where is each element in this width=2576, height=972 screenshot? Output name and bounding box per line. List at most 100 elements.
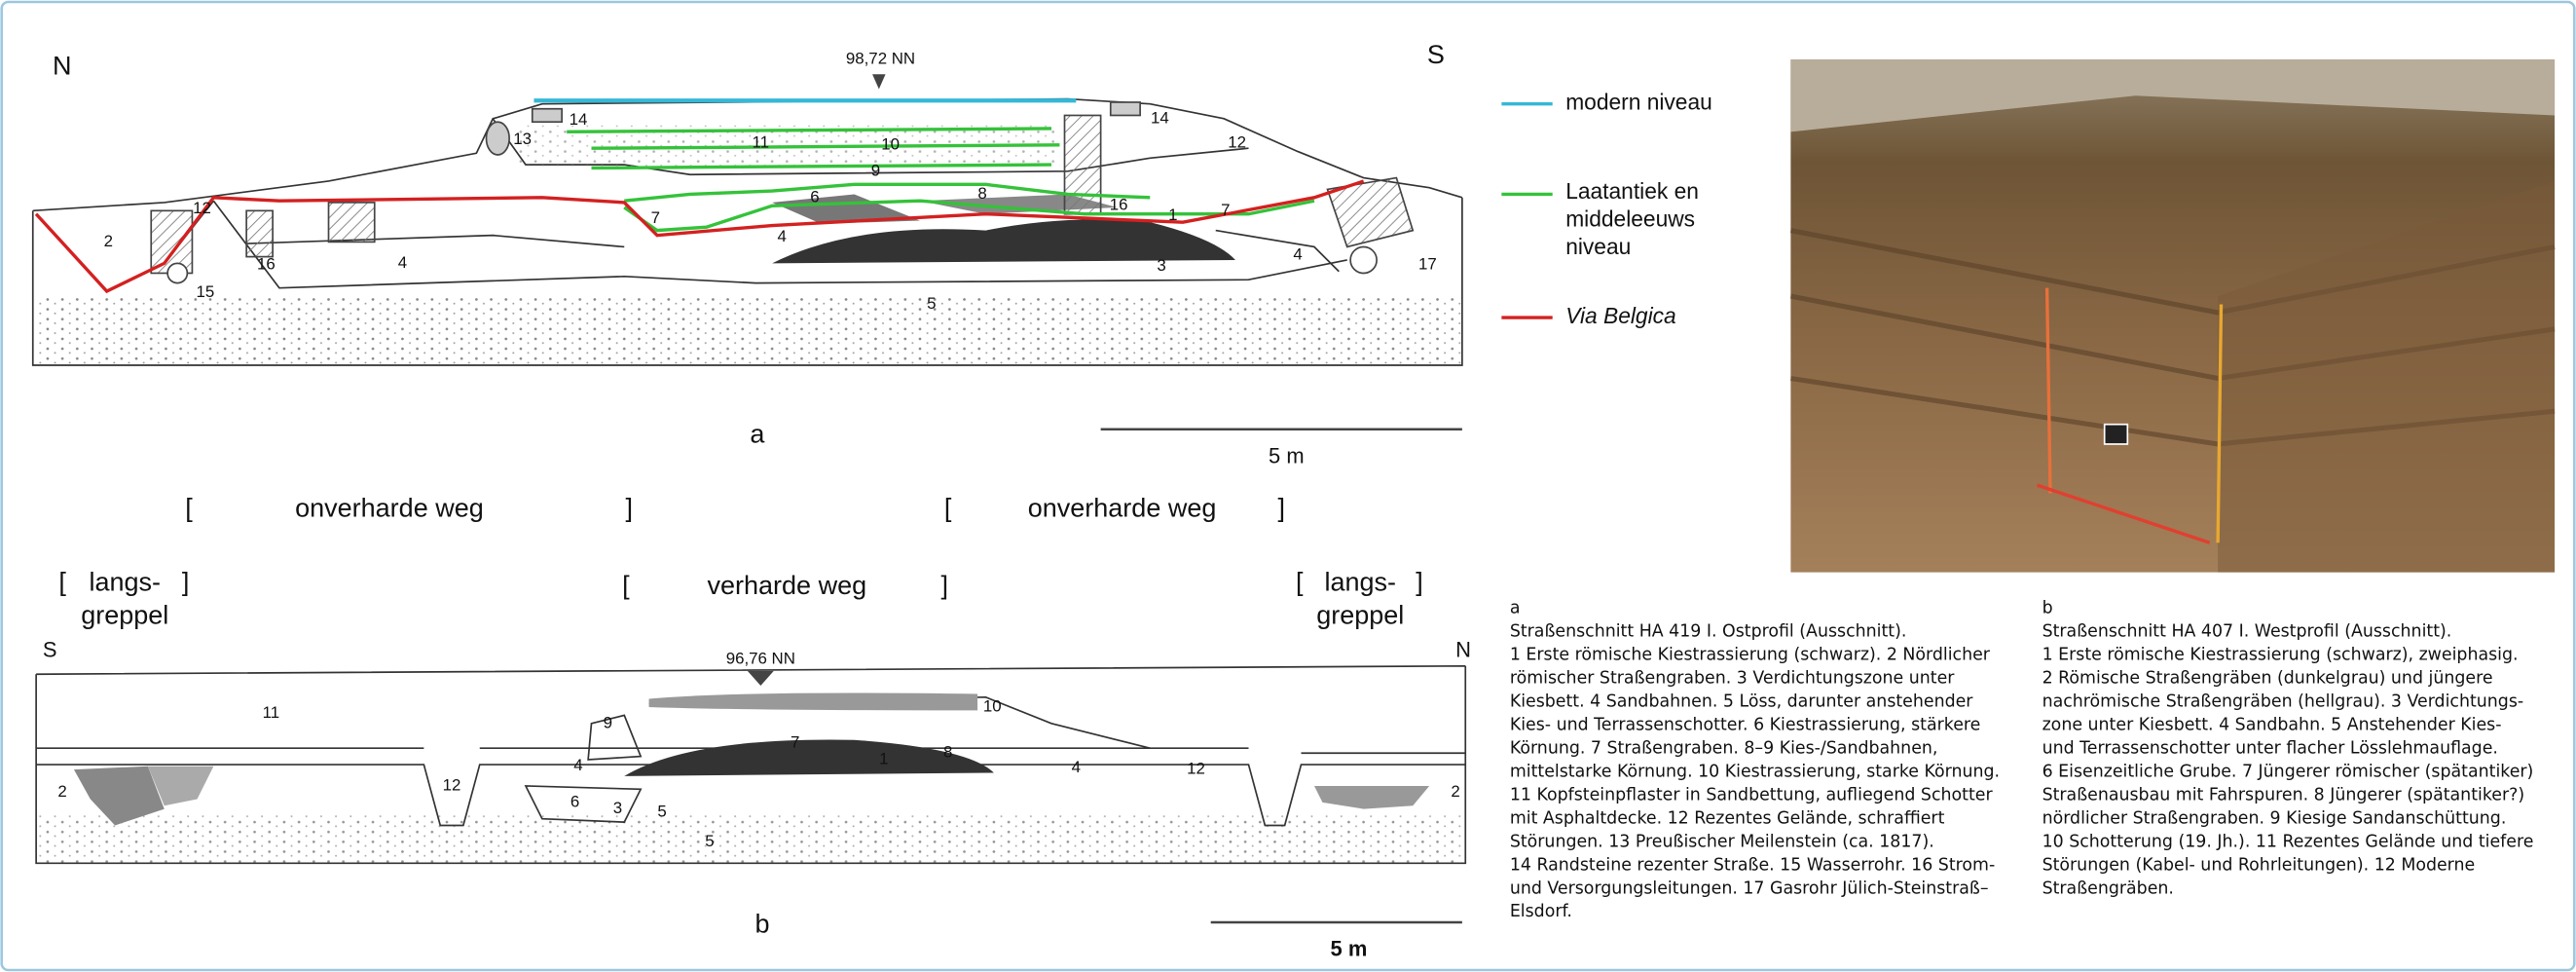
caption-line: nördlicher Straßengraben. 9 Kiesige Sand… bbox=[2042, 808, 2507, 828]
bracket: [ bbox=[1296, 568, 1304, 597]
caption-line: Straßengräben. bbox=[2042, 879, 2174, 898]
layer-label: 14 bbox=[1151, 108, 1169, 127]
caption-line: 10 Schotterung (19. Jh.). 11 Rezentes Ge… bbox=[2042, 832, 2534, 851]
layer-label: 16 bbox=[1110, 196, 1128, 214]
caption-line: Kiesbett. 4 Sandbahnen. 5 Löss, darunter… bbox=[1510, 692, 1973, 712]
layer-label: 8 bbox=[977, 184, 986, 203]
layer-label: 6 bbox=[570, 792, 579, 810]
caption-line: 2 Römische Straßengräben (dunkelgrau) un… bbox=[2042, 669, 2493, 689]
north-label: N bbox=[53, 52, 72, 81]
ditch-label: langs- bbox=[1324, 568, 1396, 597]
caption-line: 6 Eisenzeitliche Grube. 7 Jüngerer römis… bbox=[2042, 762, 2534, 781]
layer-label: 11 bbox=[753, 133, 770, 152]
legend-label: Laatantiek en bbox=[1565, 178, 1699, 204]
layer-label: 2 bbox=[57, 782, 66, 801]
caption-line: mit Asphaltdecke. 12 Rezentes Gelände, s… bbox=[1510, 808, 1945, 828]
figure-label: a bbox=[750, 420, 765, 449]
figure-label: b bbox=[754, 910, 769, 939]
layer-label: 12 bbox=[1187, 760, 1205, 778]
layer-label: 11 bbox=[263, 703, 280, 722]
caption-line: nachrömische Straßengräben (hellgrau). 3… bbox=[2042, 692, 2524, 712]
caption-line: 1 Erste römische Kiestrassierung (schwar… bbox=[2042, 646, 2519, 665]
caption-line: römischer Straßengraben. 3 Verdichtungsz… bbox=[1510, 669, 1955, 689]
layer-label: 16 bbox=[257, 254, 276, 273]
south-label: S bbox=[1427, 40, 1445, 69]
layer-label: 1 bbox=[1168, 206, 1177, 224]
ditch-label: greppel bbox=[81, 600, 168, 629]
bracket: ] bbox=[1277, 494, 1285, 523]
bracket: ] bbox=[1416, 568, 1423, 597]
road-labels: [ onverharde weg ] [ onverharde weg ] [ … bbox=[58, 494, 1422, 630]
road-label: onverharde weg bbox=[1028, 494, 1217, 523]
scale-label: 5 m bbox=[1269, 443, 1305, 467]
layer-label: 2 bbox=[104, 232, 113, 250]
layer-label: 3 bbox=[613, 799, 622, 817]
layer-label: 12 bbox=[193, 199, 211, 217]
caption-line: Körnung. 7 Straßengraben. 8–9 Kies-/Sand… bbox=[1510, 738, 1938, 758]
elevation-label: 98,72 NN bbox=[846, 50, 915, 68]
captions: a Straßenschnitt HA 419 I. Ostprofil (Aus… bbox=[1510, 599, 2534, 922]
layer-label: 5 bbox=[705, 832, 714, 850]
caption-line: Straßenschnitt HA 419 I. Ostprofil (Auss… bbox=[1510, 622, 1907, 642]
layer-label: 4 bbox=[1072, 758, 1081, 776]
layer-label: 7 bbox=[791, 733, 799, 752]
layer-label: 9 bbox=[604, 713, 612, 731]
layer-label: 8 bbox=[943, 743, 952, 762]
legend-label: middeleeuws bbox=[1565, 206, 1695, 231]
caption-line: Störungen (Kabel- und Rohrleitungen). 12… bbox=[2042, 855, 2476, 875]
section-b-drawing bbox=[35, 664, 1467, 865]
caption-line: Störungen. 13 Preußischer Meilenstein (c… bbox=[1510, 832, 1934, 851]
layer-label: 7 bbox=[651, 208, 660, 227]
layer-label: 4 bbox=[573, 756, 582, 774]
layer-label: 2 bbox=[1451, 782, 1459, 801]
excavation-photo bbox=[1789, 59, 2556, 573]
ditch-label: greppel bbox=[1316, 600, 1404, 629]
layer-label: 9 bbox=[871, 161, 880, 179]
south-label: S bbox=[43, 637, 57, 661]
caption-line: 14 Randsteine rezenter Straße. 15 Wasser… bbox=[1510, 855, 1995, 875]
layer-label: 12 bbox=[443, 775, 461, 794]
bracket: [ bbox=[944, 494, 952, 523]
caption-line: und Terrassenschotter unter flacher Löss… bbox=[2042, 738, 2498, 758]
layer-label: 5 bbox=[657, 802, 666, 820]
layer-label: 5 bbox=[927, 294, 936, 313]
layer-label: 4 bbox=[778, 227, 787, 245]
caption-line: Elsdorf. bbox=[1510, 902, 1572, 921]
layer-label: 4 bbox=[1293, 244, 1302, 263]
ditch-label: langs- bbox=[89, 568, 161, 597]
legend-label: Via Belgica bbox=[1565, 303, 1675, 328]
legend-label: niveau bbox=[1565, 234, 1631, 259]
layer-label: 15 bbox=[197, 282, 215, 301]
caption-line: Kies- und Terrassenschotter. 6 Kiestrass… bbox=[1510, 716, 1981, 735]
bracket: [ bbox=[185, 494, 193, 523]
scale-label: 5 m bbox=[1331, 937, 1368, 961]
layer-label: 4 bbox=[398, 253, 407, 272]
north-label: N bbox=[1455, 637, 1471, 661]
section-a-drawing bbox=[31, 74, 1463, 366]
caption-line: b bbox=[2042, 599, 2053, 618]
caption-line: a bbox=[1510, 599, 1521, 618]
layer-label: 1 bbox=[879, 749, 888, 767]
legend-label: modern niveau bbox=[1565, 90, 1712, 115]
bracket: ] bbox=[626, 494, 634, 523]
layer-label: 10 bbox=[881, 134, 900, 153]
layer-label: 14 bbox=[570, 110, 588, 129]
caption-line: zone unter Kiesbett. 4 Sandbahn. 5 Anste… bbox=[2042, 716, 2502, 735]
bracket: ] bbox=[941, 571, 949, 600]
caption-line: 11 Kopfsteinpflaster in Sandbettung, auf… bbox=[1510, 785, 1994, 804]
layer-label: 10 bbox=[983, 696, 1002, 715]
bracket: [ bbox=[58, 568, 66, 597]
layer-label: 7 bbox=[1221, 201, 1230, 219]
caption-line: 1 Erste römische Kiestrassierung (schwar… bbox=[1510, 646, 1991, 665]
layer-label: 12 bbox=[1228, 133, 1246, 152]
bracket: ] bbox=[182, 568, 190, 597]
elevation-label: 96,76 NN bbox=[726, 649, 795, 667]
bracket: [ bbox=[622, 571, 630, 600]
road-label: onverharde weg bbox=[295, 494, 484, 523]
road-label: verharde weg bbox=[708, 571, 867, 600]
caption-line: Straßenschnitt HA 407 I. Westprofil (Aus… bbox=[2042, 622, 2452, 642]
